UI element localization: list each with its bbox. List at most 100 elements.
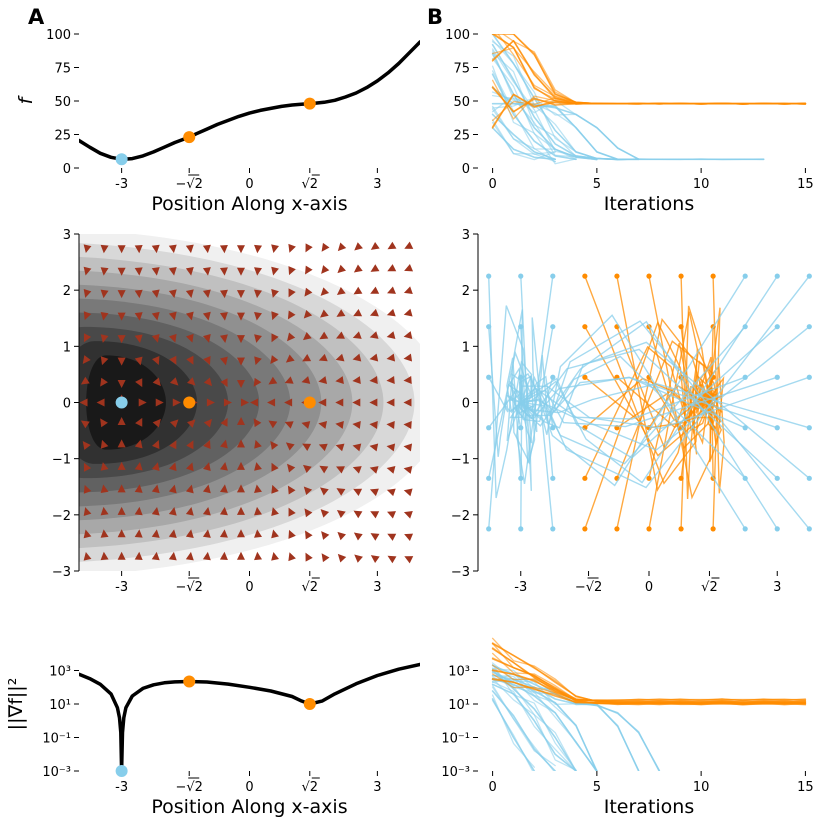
gradient-arrow <box>220 417 228 427</box>
minimum-marker <box>115 396 128 409</box>
start-point <box>550 475 556 481</box>
gradient-arrow <box>236 529 245 538</box>
x-tick-label: 0 <box>488 780 496 795</box>
y-tick-label: 25 <box>453 129 470 144</box>
x-axis: 0 5 10 15 <box>488 168 814 192</box>
x-tick-label: 5 <box>593 780 601 795</box>
gradient-arrow <box>387 533 397 541</box>
gradient-arrow <box>370 286 380 294</box>
gradient-arrow <box>134 506 143 516</box>
gradient-arrow <box>172 398 181 407</box>
gradient-arrow <box>352 331 362 339</box>
gradient-arrow <box>186 440 194 450</box>
gradient-arrow <box>336 331 345 339</box>
start-point <box>550 324 556 330</box>
gradient-arrow <box>287 485 296 495</box>
gradient-arrow <box>254 311 262 321</box>
gradient-arrow <box>387 555 397 564</box>
gradient-arrow <box>151 267 160 276</box>
orange-trajectory-line <box>493 34 807 105</box>
gradient-arrow <box>387 286 396 294</box>
gradient-arrow <box>335 353 345 362</box>
gradient-arrow <box>223 398 232 407</box>
gradient-arrow <box>80 376 90 385</box>
y-tick-label: 75 <box>453 62 470 77</box>
y-tick-label: 0 <box>63 397 71 412</box>
start-point <box>742 273 748 279</box>
gradient-arrow <box>301 376 311 384</box>
y-tick-label: 0 <box>462 397 470 412</box>
gradient-arrow <box>219 462 228 471</box>
gradient-arrow <box>100 244 109 254</box>
start-point <box>774 526 780 532</box>
gradient-arrow <box>318 376 328 384</box>
gradient-arrow <box>353 309 363 317</box>
y-tick-label: 0 <box>462 162 470 177</box>
blue-trajectory <box>520 376 810 430</box>
gradient-arrow <box>203 440 211 449</box>
gradient-arrow <box>288 243 296 253</box>
blue-trajectory <box>520 320 810 530</box>
gradient-arrow <box>302 464 312 473</box>
critical-point-marker <box>303 698 316 710</box>
x-tick-label: 0 <box>488 177 496 192</box>
x-tick-label: -3 <box>115 580 128 595</box>
plot-area <box>79 662 420 771</box>
gradient-arrow <box>254 356 262 366</box>
gradient-arrow <box>117 529 126 538</box>
gradient-arrow <box>100 418 108 428</box>
x-axis: -3 −√2 0 √2 3 <box>115 771 382 795</box>
gradient-arrow <box>369 376 378 385</box>
gradient-arrow <box>271 244 279 254</box>
gradient-arrow <box>151 462 160 471</box>
gradient-arrow <box>370 555 380 564</box>
gradient-arrow <box>151 244 160 254</box>
gradient-arrow <box>354 554 363 563</box>
gradient-arrow <box>220 439 228 449</box>
gradient-arrow <box>403 308 413 317</box>
x-axis-label: Position Along x-axis <box>151 193 347 215</box>
gradient-arrow <box>254 244 263 254</box>
gradient-arrow <box>168 506 177 516</box>
gradient-arrow <box>83 529 92 539</box>
gradient-arrow <box>236 506 245 515</box>
gradient-arrow <box>83 266 92 276</box>
gradient-arrow <box>202 267 211 276</box>
gradient-arrow <box>319 465 329 474</box>
start-point <box>806 526 812 532</box>
blue-trajectory-line <box>491 694 535 768</box>
start-point <box>646 475 652 481</box>
x-axis: -3 −√2 0 √2 3 <box>115 168 382 192</box>
gradient-arrow <box>117 461 126 470</box>
gradient-arrow <box>134 439 143 449</box>
gradient-arrow <box>303 309 313 319</box>
gradient-arrow <box>254 484 262 494</box>
start-point <box>582 526 588 532</box>
start-point <box>710 526 716 532</box>
gradient-arrow <box>138 398 147 407</box>
x-tick-label: 3 <box>373 780 381 795</box>
x-tick-label: −√2 <box>175 177 202 192</box>
y-tick-label: 10⁻¹ <box>441 732 470 747</box>
gradient-arrow <box>151 529 160 538</box>
gradient-arrow <box>318 353 328 362</box>
gradient-arrow <box>236 290 245 299</box>
gradient-arrow <box>151 506 160 516</box>
gradient-arrow <box>100 267 109 276</box>
gradient-arrow <box>168 484 177 494</box>
gradient-arrow <box>254 267 263 276</box>
y-axis: 0 25 50 75 100 <box>46 28 79 177</box>
gradient-arrow <box>100 529 109 538</box>
gradient-arrow <box>202 289 211 299</box>
curve-line <box>79 662 420 771</box>
gradient-arrow <box>369 466 379 474</box>
gradient-arrow <box>134 334 143 343</box>
gradient-arrow <box>219 289 228 299</box>
gradient-arrow <box>386 353 396 362</box>
gradient-arrow <box>100 551 109 561</box>
gradient-arrow <box>79 398 88 407</box>
start-point <box>710 273 716 279</box>
gradient-arrow <box>135 417 143 427</box>
gradient-arrow <box>321 531 330 540</box>
